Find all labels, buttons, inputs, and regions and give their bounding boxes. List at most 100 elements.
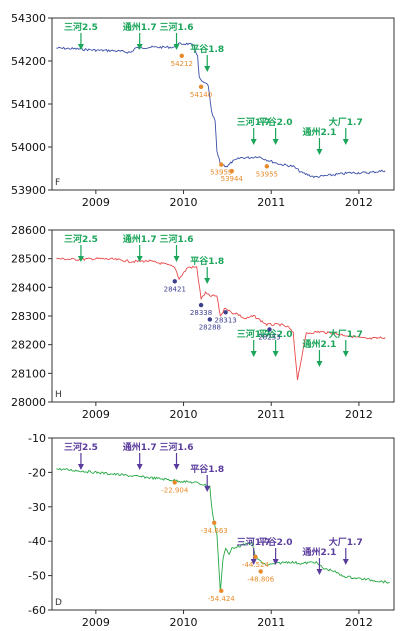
event-arrow-head xyxy=(204,486,211,492)
x-tick-label: 2012 xyxy=(345,196,373,209)
y-tick-label: 54100 xyxy=(11,98,46,111)
event-arrow-head xyxy=(173,256,180,262)
marker-dot xyxy=(253,554,258,559)
event-label: 三河2.5 xyxy=(64,233,98,245)
event-arrow-head xyxy=(204,278,211,284)
x-tick-label: 2011 xyxy=(257,196,285,209)
event-label: 通州1.7 xyxy=(123,441,157,453)
marker-label: 54212 xyxy=(171,60,193,68)
x-tick-label: 2009 xyxy=(82,196,110,209)
marker-label: 28253 xyxy=(258,333,280,341)
y-tick-label: 54000 xyxy=(11,141,46,154)
x-tick-label: 2010 xyxy=(170,196,198,209)
event-arrow-head xyxy=(136,44,143,50)
y-tick-label: 54300 xyxy=(11,12,46,25)
x-tick-label: 2012 xyxy=(345,616,373,629)
marker-label: -34.663 xyxy=(201,527,228,535)
chart-panel-1: 28000 28100 28200 28300 28400 28500 28600 2009 2… xyxy=(11,224,395,421)
marker-dot xyxy=(219,162,224,167)
marker-dot xyxy=(258,569,263,574)
marker-label: -22.904 xyxy=(161,486,189,494)
marker-label: -44.524 xyxy=(242,561,270,569)
event-arrow-head xyxy=(77,256,84,262)
y-tick-label: 28200 xyxy=(11,339,46,352)
x-tick-label: 2011 xyxy=(257,408,285,421)
event-arrow-head xyxy=(136,256,143,262)
marker-label: 28338 xyxy=(190,309,212,317)
marker-dot xyxy=(219,588,224,594)
event-label: 平谷2.0 xyxy=(259,328,293,340)
event-arrow-head xyxy=(342,139,349,145)
y-tick-label: 53900 xyxy=(11,184,46,197)
marker-label: -54.424 xyxy=(208,595,236,603)
y-tick-label: 28000 xyxy=(11,396,46,409)
event-arrow-head xyxy=(272,351,279,357)
panel-label: H xyxy=(55,390,62,400)
y-tick-label: 28400 xyxy=(11,281,46,294)
y-tick-label: -60 xyxy=(28,604,46,617)
event-arrow-head xyxy=(316,569,323,575)
marker-label: 53955 xyxy=(256,170,278,178)
marker-label: 53944 xyxy=(221,175,244,183)
series-line-0 xyxy=(56,467,390,593)
event-arrow-head xyxy=(204,66,211,72)
marker-label: 54140 xyxy=(190,91,212,99)
event-label: 平谷2.0 xyxy=(259,116,293,128)
marker-label: 53959 xyxy=(210,169,232,177)
marker-label: -48.806 xyxy=(247,575,275,583)
marker-dot xyxy=(198,84,204,90)
event-label: 三河1.7 xyxy=(237,328,271,340)
y-tick-label: 28500 xyxy=(11,253,46,266)
event-label: 三河1.6 xyxy=(160,441,194,453)
y-tick-label: 28600 xyxy=(11,224,46,237)
event-arrow-head xyxy=(250,139,257,145)
event-label: 通州2.1 xyxy=(302,338,336,350)
x-tick-label: 2009 xyxy=(82,408,110,421)
y-tick-label: 28300 xyxy=(11,310,46,323)
marker-dot xyxy=(172,279,177,284)
event-arrow-head xyxy=(316,361,323,367)
event-arrow-head xyxy=(77,44,84,50)
event-label: 大厂1.7 xyxy=(329,116,363,128)
event-label: 平谷1.8 xyxy=(190,255,224,267)
x-tick-label: 2011 xyxy=(257,616,285,629)
x-tick-label: 2009 xyxy=(82,616,110,629)
y-tick-label: -20 xyxy=(28,466,46,479)
event-arrow-head xyxy=(272,139,279,145)
chart-panel-0: 53900 54000 54100 54200 54300 2009 2010 2011 201… xyxy=(11,12,395,209)
event-label: 通州1.7 xyxy=(123,233,157,245)
event-arrow-head xyxy=(250,559,257,565)
y-tick-label: -50 xyxy=(28,570,46,583)
event-arrow-head xyxy=(77,464,84,470)
plot-frame xyxy=(51,17,395,191)
marker-dot xyxy=(223,310,228,315)
event-label: 三河1.7 xyxy=(237,536,271,548)
event-label: 三河1.7 xyxy=(237,116,271,128)
event-label: 三河2.5 xyxy=(64,441,98,453)
event-arrow-head xyxy=(173,464,180,470)
x-tick-label: 2012 xyxy=(345,408,373,421)
event-arrow-head xyxy=(173,44,180,50)
event-label: 大厂1.7 xyxy=(329,536,363,548)
panel-label: D xyxy=(55,598,62,608)
marker-label: 28313 xyxy=(214,316,236,324)
event-arrow-head xyxy=(272,559,279,565)
x-tick-label: 2010 xyxy=(170,408,198,421)
event-label: 三河1.6 xyxy=(160,21,194,33)
series-line-0 xyxy=(56,42,386,179)
event-label: 通州2.1 xyxy=(302,126,336,138)
event-label: 通州2.1 xyxy=(302,546,336,558)
marker-dot xyxy=(229,168,234,174)
event-arrow-head xyxy=(342,559,349,565)
y-tick-label: 54200 xyxy=(11,55,46,68)
event-arrow-head xyxy=(136,464,143,470)
marker-label: 28421 xyxy=(164,285,186,293)
y-tick-label: -30 xyxy=(28,501,46,514)
panel-label: F xyxy=(55,178,60,188)
event-label: 平谷1.8 xyxy=(190,463,224,475)
y-tick-label: -10 xyxy=(28,432,46,445)
event-label: 三河1.6 xyxy=(160,233,194,245)
marker-dot xyxy=(198,302,204,308)
event-label: 平谷1.8 xyxy=(190,43,224,55)
